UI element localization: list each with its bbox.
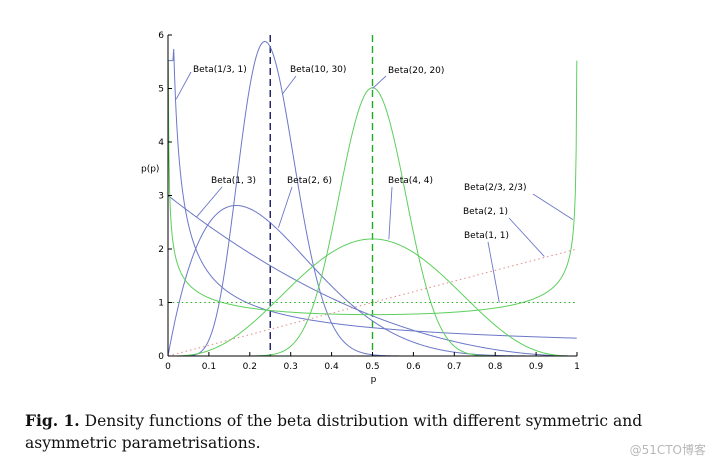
y-tick-label: 0 [158, 352, 164, 362]
x-tick-label: 0.7 [447, 362, 461, 372]
leader-line-beta-20-20 [372, 75, 387, 89]
label-beta-20-20: Beta(20, 20) [388, 66, 444, 76]
caption-text: Density functions of the beta distributi… [25, 412, 643, 452]
axes: 0 0.1 0.2 0.3 0.4 0.5 0.6 0.7 0.8 0.9 1 0 1 2 3 4 5 6 p p(p… [141, 31, 580, 385]
leader-line-beta-1-3 [196, 186, 223, 218]
beta-density-chart: 0 0.1 0.2 0.3 0.4 0.5 0.6 0.7 0.8 0.9 1 0 1 2 3 4 5 6 p p(p… [141, 31, 580, 385]
y-axis-title: p(p) [141, 164, 159, 174]
label-beta-1-3-1: Beta(1/3, 1) [193, 65, 247, 75]
label-beta-2-3-2-3: Beta(2/3, 2/3) [464, 183, 526, 193]
x-tick-label: 0.8 [488, 362, 503, 372]
curve-beta-10-30 [168, 41, 577, 357]
label-beta-2-6: Beta(2, 6) [287, 176, 332, 186]
x-tick-label: 0.4 [324, 362, 339, 372]
label-beta-2-1: Beta(2, 1) [463, 207, 508, 217]
curve-beta-1-3 [167, 195, 577, 357]
x-axis-title: p [371, 375, 377, 385]
label-beta-4-4: Beta(4, 4) [388, 176, 433, 186]
leader-line-beta-1-3-1 [175, 71, 192, 100]
y-tick-label: 5 [158, 85, 164, 95]
label-beta-1-3: Beta(1, 3) [211, 176, 256, 186]
figure-caption: Fig. 1. Density functions of the beta di… [25, 410, 705, 454]
leader-line-beta-2-1 [508, 217, 545, 257]
x-tick-label: 0 [165, 362, 171, 372]
leader-line-beta-2-3-2-3 [532, 193, 574, 220]
y-tick-label: 6 [158, 31, 164, 41]
watermark: @51CTO博客 [629, 443, 706, 457]
label-beta-1-1: Beta(1, 1) [464, 231, 509, 241]
x-tick-label: 0.1 [202, 362, 216, 372]
curve-labels: Beta(1/3, 1) Beta(10, 30) Beta(20, 20) Beta… [175, 65, 574, 303]
y-tick-label: 4 [158, 138, 164, 148]
label-beta-10-30: Beta(10, 30) [290, 65, 346, 75]
curve-beta-2-1 [168, 248, 577, 357]
leader-line-beta-1-1 [487, 241, 500, 303]
x-tick-label: 0.5 [365, 362, 379, 372]
y-tick-label: 3 [158, 192, 164, 202]
caption-label: Fig. 1. [25, 411, 80, 430]
y-tick-label: 2 [158, 245, 164, 255]
leader-line-beta-4-4 [388, 186, 393, 240]
density-curves [167, 41, 578, 357]
y-tick-label: 1 [158, 299, 164, 309]
x-tick-label: 1 [574, 362, 580, 372]
leader-line-beta-2-6 [278, 186, 293, 228]
x-tick-label: 0.2 [243, 362, 257, 372]
x-tick-label: 0.9 [529, 362, 544, 372]
x-tick-label: 0.6 [406, 362, 421, 372]
curve-beta-2-3-2-3 [167, 60, 578, 316]
leader-line-beta-10-30 [282, 75, 297, 95]
curve-beta-4-4 [168, 238, 577, 357]
x-tick-label: 0.3 [284, 362, 298, 372]
beta-density-figure: 0 0.1 0.2 0.3 0.4 0.5 0.6 0.7 0.8 0.9 1 0 1 2 3 4 5 6 p p(p… [141, 31, 580, 385]
reference-lines [269, 35, 374, 356]
